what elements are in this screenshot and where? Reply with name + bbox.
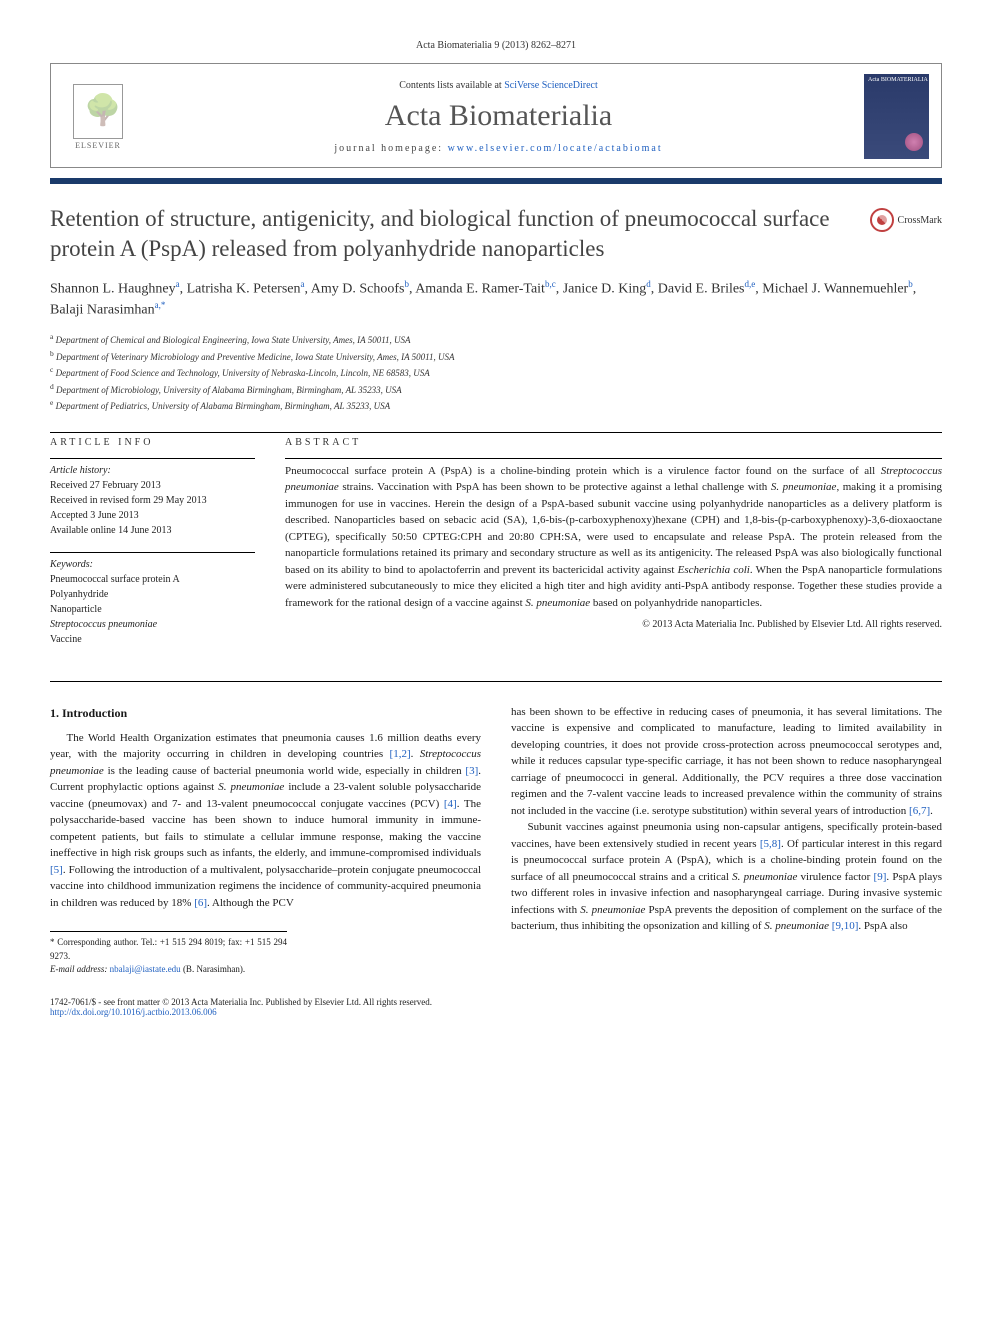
history-line: Received in revised form 29 May 2013 xyxy=(50,495,207,506)
body-column-right: has been shown to be effective in reduci… xyxy=(511,704,942,977)
keywords-block: Keywords: Pneumococcal surface protein A… xyxy=(50,557,255,647)
keyword: Polyanhydride xyxy=(50,589,108,600)
divider xyxy=(50,552,255,553)
affiliation-item: a Department of Chemical and Biological … xyxy=(50,331,942,348)
keyword: Pneumococcal surface protein A xyxy=(50,574,180,585)
scidirect-link[interactable]: SciVerse ScienceDirect xyxy=(504,80,598,91)
abstract-label: ABSTRACT xyxy=(285,437,942,448)
homepage-link[interactable]: www.elsevier.com/locate/actabiomat xyxy=(448,143,663,154)
author-list: Shannon L. Haughneya, Latrisha K. Peters… xyxy=(50,278,942,321)
abstract-copyright: © 2013 Acta Materialia Inc. Published by… xyxy=(285,619,942,630)
history-line: Accepted 3 June 2013 xyxy=(50,510,139,521)
body-paragraph: has been shown to be effective in reduci… xyxy=(511,704,942,820)
keywords-label: Keywords: xyxy=(50,559,93,570)
journal-name: Acta Biomaterialia xyxy=(133,99,864,133)
body-paragraph: Subunit vaccines against pneumonia using… xyxy=(511,819,942,935)
affiliation-item: d Department of Microbiology, University… xyxy=(50,381,942,398)
keyword: Nanoparticle xyxy=(50,604,102,615)
running-header: Acta Biomaterialia 9 (2013) 8262–8271 xyxy=(50,40,942,51)
corresponding-author-footnote: * Corresponding author. Tel.: +1 515 294… xyxy=(50,931,287,977)
contents-available: Contents lists available at SciVerse Sci… xyxy=(133,80,864,91)
affiliation-item: b Department of Veterinary Microbiology … xyxy=(50,348,942,365)
journal-cover-thumb[interactable]: Acta BIOMATERIALIA xyxy=(864,74,929,159)
doi-link[interactable]: http://dx.doi.org/10.1016/j.actbio.2013.… xyxy=(50,1007,217,1017)
body-paragraph: The World Health Organization estimates … xyxy=(50,730,481,912)
front-matter-line: 1742-7061/$ - see front matter © 2013 Ac… xyxy=(50,997,432,1007)
history-line: Available online 14 June 2013 xyxy=(50,525,171,536)
body-column-left: 1. Introduction The World Health Organiz… xyxy=(50,704,481,977)
body-columns: 1. Introduction The World Health Organiz… xyxy=(50,704,942,977)
affiliations: a Department of Chemical and Biological … xyxy=(50,331,942,414)
abstract-text: Pneumococcal surface protein A (PspA) is… xyxy=(285,463,942,612)
history-line: Received 27 February 2013 xyxy=(50,480,161,491)
footer: 1742-7061/$ - see front matter © 2013 Ac… xyxy=(50,997,942,1017)
divider xyxy=(285,458,942,459)
keyword: Streptococcus pneumoniae xyxy=(50,619,157,630)
contents-prefix: Contents lists available at xyxy=(399,80,504,91)
affiliation-item: e Department of Pediatrics, University o… xyxy=(50,397,942,414)
article-title: Retention of structure, antigenicity, an… xyxy=(50,204,855,264)
cover-title: Acta BIOMATERIALIA xyxy=(868,77,928,83)
elsevier-label: ELSEVIER xyxy=(75,141,121,150)
crossmark-icon xyxy=(870,208,894,232)
article-info-label: ARTICLE INFO xyxy=(50,437,255,448)
elsevier-tree-icon xyxy=(73,84,123,139)
affiliation-item: c Department of Food Science and Technol… xyxy=(50,364,942,381)
header-rule xyxy=(50,178,942,184)
keyword: Vaccine xyxy=(50,634,82,645)
divider xyxy=(50,458,255,459)
article-history: Article history: Received 27 February 20… xyxy=(50,463,255,538)
journal-homepage: journal homepage: www.elsevier.com/locat… xyxy=(133,143,864,154)
corr-line: * Corresponding author. Tel.: +1 515 294… xyxy=(50,936,287,963)
email-suffix: (B. Narasimhan). xyxy=(183,964,245,974)
history-label: Article history: xyxy=(50,465,111,476)
publisher-box: ELSEVIER Contents lists available at Sci… xyxy=(50,63,942,168)
homepage-prefix: journal homepage: xyxy=(334,143,447,154)
section-heading: 1. Introduction xyxy=(50,704,481,722)
crossmark-badge[interactable]: CrossMark xyxy=(870,208,942,232)
email-link[interactable]: nbalaji@iastate.edu xyxy=(110,964,181,974)
crossmark-label: CrossMark xyxy=(898,215,942,226)
divider xyxy=(50,432,942,433)
elsevier-logo[interactable]: ELSEVIER xyxy=(63,77,133,157)
divider xyxy=(50,681,942,682)
email-label: E-mail address: xyxy=(50,964,107,974)
